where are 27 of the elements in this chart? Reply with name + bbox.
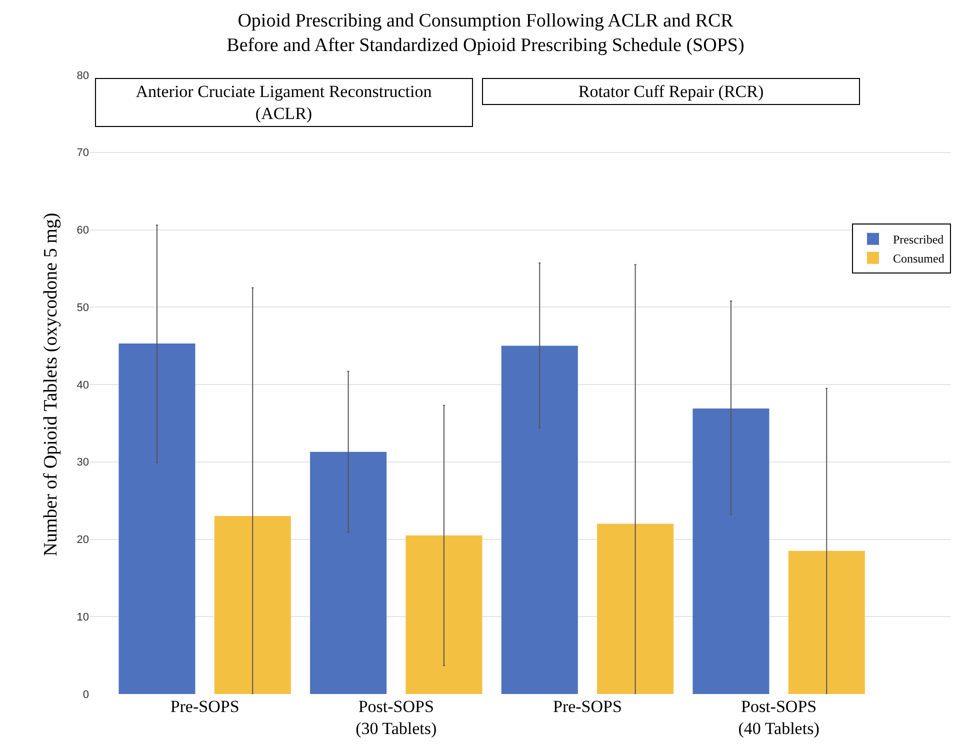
bar <box>692 408 770 694</box>
x-tick-label: Pre-SOPS <box>170 697 240 716</box>
annotation: Anterior Cruciate Ligament Reconstruction (ACLR) <box>136 82 432 124</box>
bar <box>406 535 482 694</box>
bar <box>310 452 387 694</box>
y-tick-label: 20 <box>76 534 89 546</box>
bar <box>214 516 291 694</box>
y-tick-label: 10 <box>76 611 89 624</box>
x-tick-label: Post-SOPS (40 Tablets) <box>738 697 820 738</box>
bar <box>501 346 578 694</box>
bar <box>118 343 196 694</box>
bar <box>597 524 674 694</box>
chart-title: Opioid Prescribing and Consumption Following ACLR and RCR Before and After Standardized Opioid Prescribing Schedule (SOPS) <box>226 10 744 56</box>
y-axis-title: Number of Opioid Tablets (oxycodone 5 mg) <box>40 212 62 556</box>
y-tick-label: 0 <box>82 688 89 701</box>
bar <box>788 550 865 694</box>
legend-label: Prescribed <box>893 232 944 246</box>
legend-label: Consumed <box>893 252 944 266</box>
y-tick-label: 40 <box>76 379 89 392</box>
y-tick-label: 80 <box>76 70 89 82</box>
annotation: Rotator Cuff Repair (RCR) <box>578 82 764 101</box>
x-tick-label: Post-SOPS (30 Tablets) <box>356 697 437 738</box>
y-tick-label: 70 <box>76 147 89 160</box>
y-tick-label: 60 <box>76 224 89 237</box>
y-tick-label: 30 <box>76 456 89 469</box>
y-tick-label: 50 <box>76 302 89 314</box>
x-tick-label: Pre-SOPS <box>552 697 622 716</box>
